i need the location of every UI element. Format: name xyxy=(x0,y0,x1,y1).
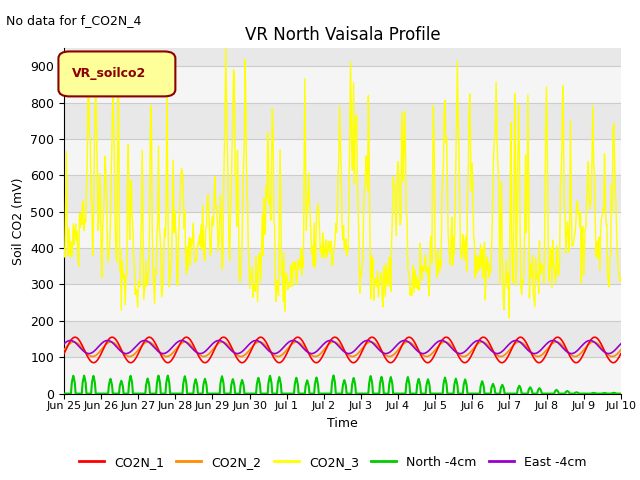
East -4cm xyxy=(412,346,419,352)
East -4cm xyxy=(186,343,193,348)
CO2N_1 xyxy=(412,341,419,347)
CO2N_2 xyxy=(70,339,78,345)
North -4cm xyxy=(428,391,435,396)
North -4cm xyxy=(184,391,192,396)
CO2N_1 xyxy=(127,360,135,365)
Bar xyxy=(64,357,621,394)
Line: CO2N_2: CO2N_2 xyxy=(64,342,621,357)
North -4cm xyxy=(330,372,337,378)
CO2N_1 xyxy=(214,341,221,347)
CO2N_2 xyxy=(410,343,418,348)
East -4cm xyxy=(127,348,135,354)
North -4cm xyxy=(60,391,68,396)
Line: North -4cm: North -4cm xyxy=(64,375,621,394)
Bar xyxy=(64,48,621,66)
Bar xyxy=(64,285,621,321)
Bar xyxy=(64,66,621,103)
X-axis label: Time: Time xyxy=(327,417,358,430)
CO2N_1 xyxy=(220,335,227,340)
East -4cm xyxy=(178,337,186,343)
CO2N_1 xyxy=(184,335,192,340)
CO2N_3 xyxy=(184,267,192,273)
Bar xyxy=(64,321,621,357)
CO2N_3 xyxy=(222,45,230,51)
East -4cm xyxy=(617,341,625,347)
Legend: CO2N_1, CO2N_2, CO2N_3, North -4cm, East -4cm: CO2N_1, CO2N_2, CO2N_3, North -4cm, East… xyxy=(74,451,592,474)
FancyBboxPatch shape xyxy=(58,51,175,96)
CO2N_2 xyxy=(497,354,504,360)
CO2N_2 xyxy=(426,352,434,358)
Line: CO2N_1: CO2N_1 xyxy=(64,337,621,363)
CO2N_1 xyxy=(238,360,246,366)
East -4cm xyxy=(60,341,68,347)
CO2N_2 xyxy=(617,347,625,353)
CO2N_3 xyxy=(70,241,78,247)
CO2N_3 xyxy=(617,275,625,280)
Bar xyxy=(64,139,621,175)
CO2N_1 xyxy=(617,351,625,357)
CO2N_1 xyxy=(428,357,436,362)
CO2N_2 xyxy=(214,342,221,348)
North -4cm xyxy=(127,376,135,382)
Text: VR_soilco2: VR_soilco2 xyxy=(72,67,147,81)
CO2N_3 xyxy=(411,267,419,273)
Bar xyxy=(64,175,621,212)
Line: East -4cm: East -4cm xyxy=(64,340,621,354)
Bar xyxy=(64,248,621,285)
Bar xyxy=(64,212,621,248)
East -4cm xyxy=(215,337,223,343)
CO2N_3 xyxy=(428,233,435,239)
North -4cm xyxy=(70,376,78,382)
CO2N_1 xyxy=(60,351,68,357)
Y-axis label: Soil CO2 (mV): Soil CO2 (mV) xyxy=(12,177,25,264)
Title: VR North Vaisala Profile: VR North Vaisala Profile xyxy=(244,25,440,44)
North -4cm xyxy=(411,391,419,396)
North -4cm xyxy=(214,391,221,396)
Line: CO2N_3: CO2N_3 xyxy=(64,48,621,318)
Bar xyxy=(64,103,621,139)
CO2N_3 xyxy=(60,246,68,252)
CO2N_3 xyxy=(127,178,135,183)
CO2N_2 xyxy=(60,347,68,353)
East -4cm xyxy=(70,339,78,345)
CO2N_3 xyxy=(214,217,221,223)
Text: No data for f_CO2N_4: No data for f_CO2N_4 xyxy=(6,14,142,27)
East -4cm xyxy=(159,351,167,357)
CO2N_3 xyxy=(506,315,513,321)
North -4cm xyxy=(617,391,625,396)
CO2N_1 xyxy=(70,335,78,340)
CO2N_2 xyxy=(184,340,192,346)
CO2N_2 xyxy=(478,339,486,345)
CO2N_2 xyxy=(127,353,135,359)
East -4cm xyxy=(428,345,436,350)
